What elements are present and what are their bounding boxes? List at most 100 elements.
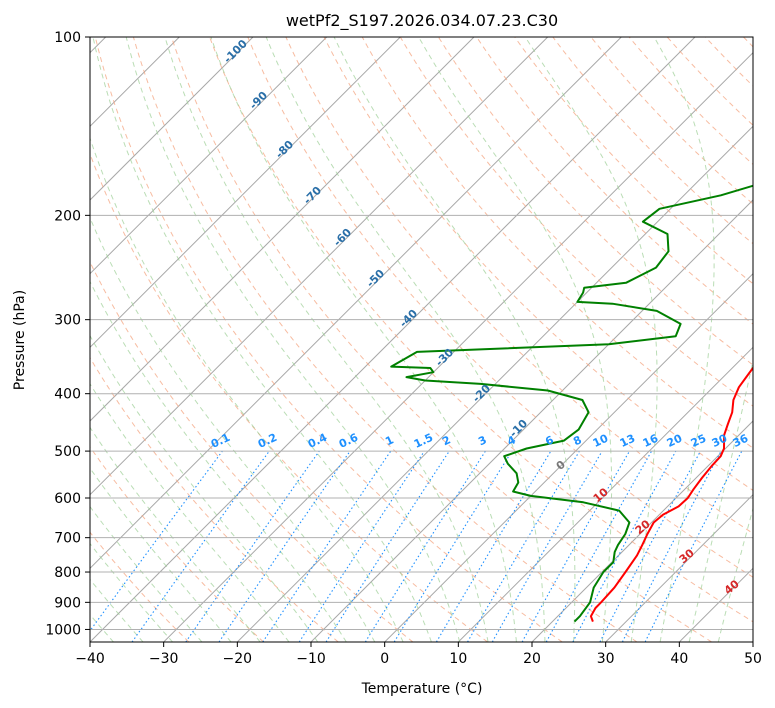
mixing-ratio-label: 8 xyxy=(571,433,583,448)
mixing-ratio-label: 2 xyxy=(440,433,452,448)
wet-bulb-label: -80 xyxy=(273,138,296,161)
mixing-ratio-label: 36 xyxy=(731,432,751,450)
dry-adiabat-line xyxy=(90,356,339,642)
mixing-ratio-line xyxy=(298,450,425,642)
dry-adiabat-line xyxy=(132,37,638,642)
mixing-ratio-line xyxy=(644,450,743,642)
mixing-ratio-line xyxy=(364,450,486,642)
x-tick-label: 20 xyxy=(523,651,541,667)
moist-adiabat-line xyxy=(265,37,546,642)
isotherm-line xyxy=(90,37,549,496)
dry-adiabat-line xyxy=(90,531,190,642)
isotherm-line xyxy=(163,51,753,642)
dry-adiabat-line xyxy=(171,37,712,642)
isotherm-line xyxy=(90,37,622,570)
mixing-ratio-line xyxy=(435,450,552,642)
y-tick-label: 300 xyxy=(54,313,81,329)
isotherm-line xyxy=(90,37,328,275)
x-tick-label: 50 xyxy=(744,651,762,667)
wet-bulb-label: -100 xyxy=(221,37,250,66)
dry-adiabat-line xyxy=(90,152,488,642)
dewpoint-profile-line xyxy=(390,184,753,623)
x-tick-label: −10 xyxy=(296,651,326,667)
isotherm-line xyxy=(678,567,753,642)
isotherm-line xyxy=(752,641,753,642)
isotherm-line xyxy=(90,37,254,201)
dry-adiabat-line xyxy=(247,37,753,578)
moist-adiabat-line xyxy=(90,136,404,642)
y-tick-label: 800 xyxy=(54,565,81,581)
moist-adiabat-line xyxy=(524,37,658,642)
y-tick-label: 200 xyxy=(54,208,81,224)
axis-ticks: −40 −30 −20 −10 0 10 20 30 40 5010020030040050060… xyxy=(45,30,762,667)
isotherm-line xyxy=(90,37,475,422)
mixing-ratio-line xyxy=(90,450,223,632)
y-tick-label: 400 xyxy=(54,387,81,403)
y-tick-label: 100 xyxy=(54,30,81,46)
mixing-ratio-line xyxy=(521,450,630,642)
dry-adiabat-line xyxy=(94,37,563,642)
wet-bulb-label: -30 xyxy=(433,346,456,369)
mixing-ratio-label: 3 xyxy=(476,433,488,448)
x-tick-label: −40 xyxy=(75,651,105,667)
dry-adiabat-line xyxy=(90,260,414,642)
dry-adiabat-line xyxy=(209,37,753,623)
mixing-ratio-label: 6 xyxy=(543,433,556,448)
mixing-ratio-label: 30 xyxy=(710,432,730,450)
dry-adiabat-line xyxy=(476,37,753,325)
dry-adiabat-line xyxy=(514,37,753,285)
mixing-ratio-label: 1 xyxy=(383,433,395,448)
x-tick-label: 0 xyxy=(380,651,389,667)
mixing-ratio-line xyxy=(131,450,270,642)
isotherm-line xyxy=(457,346,753,642)
y-tick-label: 900 xyxy=(54,595,81,611)
mixing-ratio-label: 10 xyxy=(591,432,611,450)
mixing-ratio-label: 13 xyxy=(618,432,637,450)
mixing-ratio-label: 25 xyxy=(689,432,708,450)
dry-adiabat-line xyxy=(90,446,264,642)
mixing-ratio-line xyxy=(218,450,351,642)
dry-adiabat-line xyxy=(399,37,753,407)
moist-adiabat-line xyxy=(92,37,432,642)
moist-adiabat-line xyxy=(688,358,753,642)
mixing-ratio-line xyxy=(262,450,392,642)
wet-bulb-label: -40 xyxy=(397,307,420,330)
y-tick-label: 600 xyxy=(54,491,81,507)
mixing-ratio-label: 0.6 xyxy=(337,431,360,451)
x-tick-label: −20 xyxy=(223,651,253,667)
wet-bulb-label: -90 xyxy=(247,89,270,112)
moist-adiabat-line xyxy=(90,216,376,642)
moist-adiabat-line xyxy=(90,467,232,642)
moist-adiabat-line xyxy=(333,37,576,642)
moist-adiabat-line xyxy=(90,505,203,642)
isotherm-line xyxy=(90,37,696,642)
mixing-ratio-line xyxy=(325,450,450,642)
mixing-ratio-label: 0.4 xyxy=(306,431,329,451)
mixing-ratio-label: 16 xyxy=(641,432,661,450)
moist-adiabat-line xyxy=(90,542,173,642)
grid-lines xyxy=(90,37,753,630)
moist-adiabat-line xyxy=(90,382,290,642)
dry-adiabat-label: 40 xyxy=(722,577,742,597)
moist-adiabat-line xyxy=(210,37,517,642)
background-reference-lines xyxy=(90,37,753,642)
dry-adiabat-label: 20 xyxy=(633,517,653,537)
wet-bulb-label: -50 xyxy=(364,267,387,290)
plot-frame xyxy=(89,36,754,643)
y-tick-label: 500 xyxy=(54,444,81,460)
dry-adiabat-line xyxy=(361,37,753,449)
x-tick-label: −30 xyxy=(149,651,179,667)
moist-adiabat-line xyxy=(717,506,753,642)
moist-adiabat-line xyxy=(90,426,261,642)
x-tick-label: 10 xyxy=(449,651,467,667)
temperature-profile-line xyxy=(589,366,753,622)
y-axis-label: Pressure (hPa) xyxy=(12,290,28,390)
dry-adiabat-line xyxy=(704,37,753,87)
mixing-ratio-label: 0.1 xyxy=(209,431,232,451)
moist-adiabat-line xyxy=(164,37,489,642)
moist-adiabat-line xyxy=(418,37,613,642)
chart-title: wetPf2_S197.2026.034.07.23.C30 xyxy=(286,11,558,31)
isotherm-line xyxy=(236,125,753,642)
y-tick-label: 700 xyxy=(54,531,81,547)
